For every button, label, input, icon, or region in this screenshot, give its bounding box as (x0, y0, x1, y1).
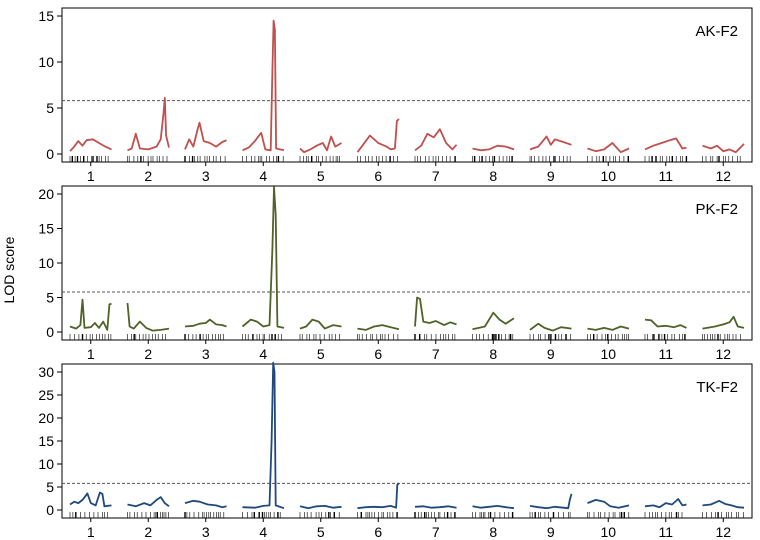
x-tick-label-chr-3: 3 (202, 346, 210, 362)
x-tick-label-chr-5: 5 (317, 524, 325, 540)
x-tick-label-chr-2: 2 (144, 168, 152, 184)
x-tick-label-chr-3: 3 (202, 524, 210, 540)
x-tick-label-chr-11: 11 (658, 524, 673, 540)
x-tick-label-chr-9: 9 (547, 168, 555, 184)
x-tick-label-chr-5: 5 (317, 346, 325, 362)
lod-curve-chr-5 (299, 135, 342, 154)
lod-curve-chr-11 (644, 498, 687, 509)
lod-curve-chr-12 (702, 143, 745, 154)
x-tick-label-chr-6: 6 (374, 524, 382, 540)
lod-curve-chr-7 (414, 505, 457, 509)
x-tick-label-chr-10: 10 (600, 524, 616, 540)
x-tick-label-chr-11: 11 (658, 346, 673, 362)
x-tick-label-chr-6: 6 (374, 168, 382, 184)
lod-curve-chr-8 (472, 311, 515, 331)
lod-curve-chr-4 (242, 19, 285, 152)
lod-curve-chr-9 (529, 322, 572, 332)
lod-curve-chr-9 (529, 493, 573, 510)
x-tick-label-chr-1: 1 (87, 524, 95, 540)
lod-curve-chr-5 (299, 505, 342, 510)
y-axis-label: LOD score (1, 236, 17, 303)
lod-curve-chr-1 (69, 138, 112, 152)
x-tick-label-chr-9: 9 (547, 524, 555, 540)
panel-frame (61, 363, 753, 519)
y-tick-label: 10 (38, 54, 54, 70)
lod-curve-chr-1 (69, 298, 112, 331)
lod-curve-chr-12 (702, 499, 745, 509)
lod-curve-chr-3 (184, 318, 227, 328)
y-tick-label: 0 (46, 502, 54, 518)
lod-curve-chr-9 (529, 135, 572, 151)
lod-curve-chr-10 (587, 499, 630, 509)
x-tick-label-chr-7: 7 (432, 168, 440, 184)
y-tick-label: 10 (38, 456, 54, 472)
lod-curve-chr-10 (587, 142, 630, 154)
y-tick-label: 15 (38, 8, 54, 24)
y-tick-label: 5 (46, 100, 54, 116)
lod-curve-chr-2 (126, 302, 170, 332)
lod-curve-chr-8 (472, 505, 515, 510)
x-tick-label-chr-4: 4 (259, 168, 267, 184)
x-tick-label-chr-5: 5 (317, 168, 325, 184)
lod-curve-chr-3 (184, 499, 227, 509)
y-tick-label: 20 (38, 410, 54, 426)
x-tick-label-chr-7: 7 (432, 524, 440, 540)
lod-curve-chr-4 (241, 186, 285, 329)
x-tick-label-chr-9: 9 (547, 346, 555, 362)
y-tick-label: 15 (38, 433, 54, 449)
panel-label: AK-F2 (695, 23, 738, 40)
x-tick-label-chr-12: 12 (715, 346, 731, 362)
x-tick-label-chr-12: 12 (715, 524, 731, 540)
x-tick-label-chr-7: 7 (432, 346, 440, 362)
lod-curve-chr-5 (299, 318, 342, 330)
panel-frame (61, 7, 753, 163)
lod-curve-chr-10 (587, 325, 630, 331)
lod-curve-chr-6 (356, 118, 400, 153)
panel-label: PK-F2 (695, 201, 738, 218)
lod-curve-chr-7 (414, 128, 458, 152)
x-tick-label-chr-8: 8 (489, 346, 497, 362)
lod-curve-chr-6 (357, 482, 400, 510)
x-tick-label-chr-8: 8 (489, 168, 497, 184)
lod-curve-chr-7 (414, 296, 457, 327)
panel-label: TK-F2 (696, 379, 738, 396)
lod-curve-chr-8 (472, 144, 515, 152)
y-tick-label: 30 (38, 364, 54, 380)
x-tick-label-chr-2: 2 (144, 524, 152, 540)
lod-curve-chr-11 (644, 137, 687, 151)
x-tick-label-chr-8: 8 (489, 524, 497, 540)
x-tick-label-chr-4: 4 (259, 524, 267, 540)
x-tick-label-chr-1: 1 (87, 346, 95, 362)
panel-frame (61, 185, 753, 341)
y-tick-label: 20 (38, 186, 54, 202)
y-tick-label: 5 (46, 290, 54, 306)
lod-curve-chr-1 (69, 491, 112, 508)
lod-curve-chr-11 (644, 318, 687, 329)
y-tick-label: 0 (46, 146, 54, 162)
y-tick-label: 10 (38, 255, 54, 271)
lod-curve-chr-12 (702, 315, 745, 330)
x-tick-label-chr-10: 10 (600, 346, 616, 362)
x-tick-label-chr-6: 6 (374, 346, 382, 362)
lod-curve-chr-4 (242, 361, 285, 510)
x-tick-label-chr-12: 12 (715, 168, 731, 184)
x-tick-label-chr-2: 2 (144, 346, 152, 362)
x-tick-label-chr-3: 3 (202, 168, 210, 184)
x-tick-label-chr-10: 10 (600, 168, 616, 184)
lod-curve-chr-2 (127, 97, 170, 152)
y-tick-label: 15 (38, 221, 54, 237)
y-tick-label: 25 (38, 387, 54, 403)
lod-curve-chr-6 (357, 324, 400, 331)
x-tick-label-chr-4: 4 (259, 346, 267, 362)
x-tick-label-chr-11: 11 (658, 168, 673, 184)
y-tick-label: 5 (46, 479, 54, 495)
x-tick-label-chr-1: 1 (87, 168, 95, 184)
lod-curve-chr-3 (184, 121, 227, 150)
y-tick-label: 0 (46, 324, 54, 340)
lod-curve-chr-2 (127, 496, 170, 508)
